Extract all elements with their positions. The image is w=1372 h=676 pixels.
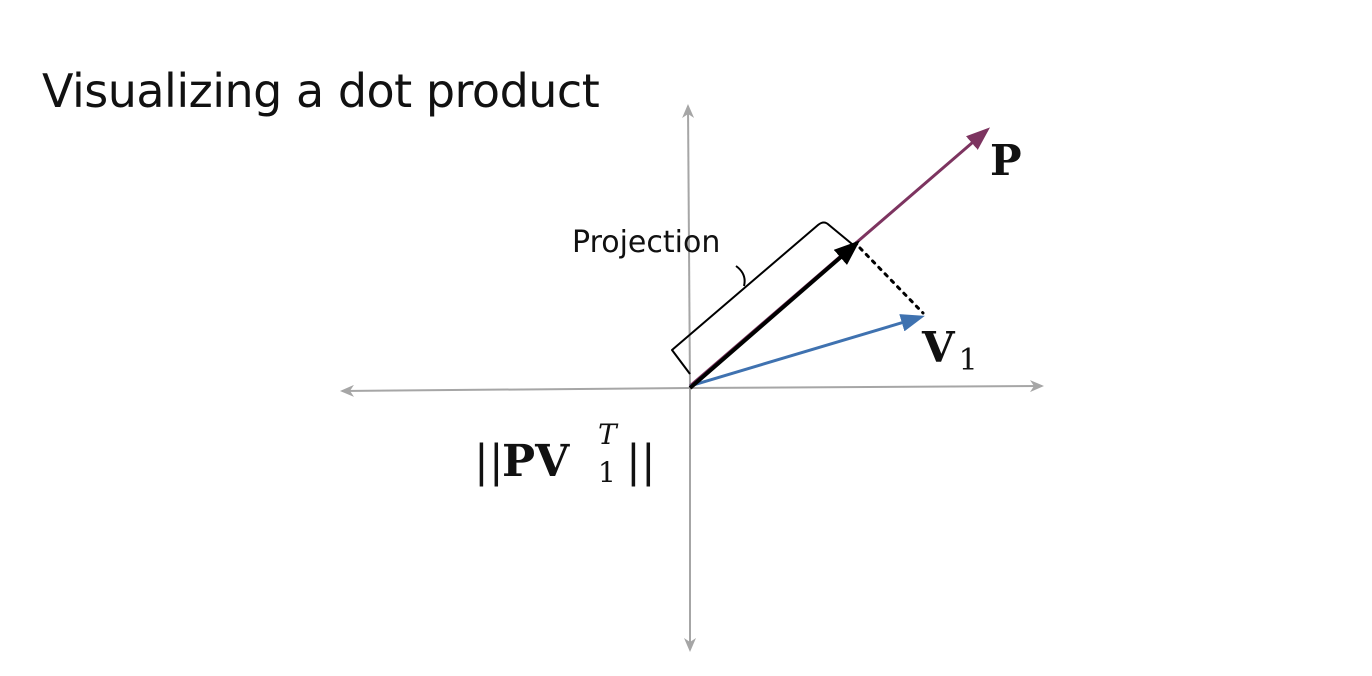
x-axis-left: [340, 384, 691, 397]
vector-v1-subscript: 1: [959, 343, 978, 378]
projection-vector: [688, 240, 861, 390]
norm-open-bars: ||: [474, 436, 504, 487]
slide-title: Visualizing a dot product: [42, 64, 600, 118]
norm-formula: || PV T 1 ||: [474, 418, 656, 489]
vector-p-label: P: [990, 136, 1022, 185]
projection-bracket: [671, 221, 853, 375]
norm-close-bars: ||: [626, 436, 656, 487]
y-axis-up: [682, 104, 695, 389]
projection-label: Projection: [572, 225, 720, 260]
norm-body: PV: [502, 436, 570, 487]
norm-superscript: T: [598, 418, 619, 451]
vector-v1: [689, 314, 925, 388]
x-axis-right: [689, 380, 1044, 393]
projection-dotted-line: [858, 246, 925, 315]
vector-v1-letter: V: [921, 323, 956, 372]
norm-subscript: 1: [598, 456, 616, 489]
